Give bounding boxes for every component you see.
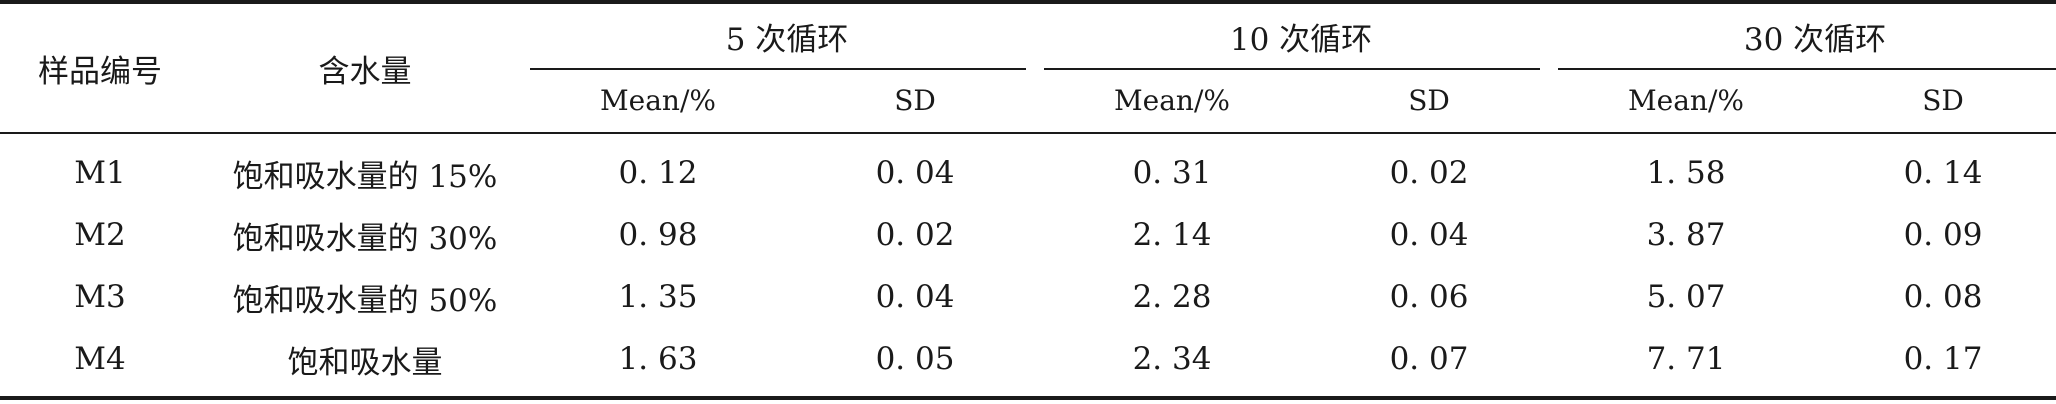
table-row: M3 饱和吸水量的 50% 1. 35 0. 04 2. 28 0. 06 5.…: [0, 266, 2056, 328]
cell-sample: M1: [74, 155, 126, 191]
cell-mean-10: 0. 31: [1132, 155, 1212, 191]
group-rule-5: [530, 68, 1026, 70]
cell-sd-30: 0. 08: [1903, 279, 1983, 315]
cell-mean-5: 0. 98: [618, 217, 698, 253]
header-sample-id: 样品编号: [0, 2, 200, 134]
cell-sd-10: 0. 02: [1389, 155, 1469, 191]
group-rule-10: [1044, 68, 1540, 70]
cell-mean-10: 2. 14: [1132, 217, 1212, 253]
cell-mean-5: 1. 63: [618, 341, 698, 377]
cell-mean-30: 1. 58: [1646, 155, 1726, 191]
header-mean-30: Mean/%: [1558, 68, 1815, 134]
cell-sd-5: 0. 05: [875, 341, 955, 377]
cell-sd-30: 0. 09: [1903, 217, 1983, 253]
cell-sd-5: 0. 02: [875, 217, 955, 253]
cell-mean-30: 7. 71: [1646, 341, 1726, 377]
cell-sd-30: 0. 14: [1903, 155, 1983, 191]
header-mean-10: Mean/%: [1044, 68, 1301, 134]
cell-water: 饱和吸水量的 15%: [232, 158, 498, 195]
cell-mean-30: 5. 07: [1646, 279, 1726, 315]
cell-mean-10: 2. 34: [1132, 341, 1212, 377]
cell-sample: M3: [74, 279, 126, 315]
cell-water: 饱和吸水量的 30%: [232, 220, 498, 257]
table-row: M2 饱和吸水量的 30% 0. 98 0. 02 2. 14 0. 04 3.…: [0, 204, 2056, 266]
table-row: M4 饱和吸水量 1. 63 0. 05 2. 34 0. 07 7. 71 0…: [0, 328, 2056, 398]
header-sd-10: SD: [1300, 68, 1559, 134]
header-group-5-cycles: 5 次循环: [725, 21, 849, 58]
cell-mean-5: 1. 35: [618, 279, 698, 315]
cell-sd-5: 0. 04: [875, 155, 955, 191]
header-sd-30: SD: [1814, 68, 2056, 134]
header-group-10-cycles: 10 次循环: [1229, 21, 1373, 58]
cell-sd-5: 0. 04: [875, 279, 955, 315]
cell-sd-10: 0. 07: [1389, 341, 1469, 377]
cell-sample: M4: [74, 341, 126, 377]
cell-water: 饱和吸水量的 50%: [232, 282, 498, 319]
cell-mean-30: 3. 87: [1646, 217, 1726, 253]
header-group-30-cycles: 30 次循环: [1743, 21, 1887, 58]
header-sd-5: SD: [786, 68, 1045, 134]
cell-sd-10: 0. 06: [1389, 279, 1469, 315]
cell-sd-30: 0. 17: [1903, 341, 1983, 377]
header-mean-5: Mean/%: [530, 68, 786, 134]
cell-mean-10: 2. 28: [1132, 279, 1212, 315]
cell-mean-5: 0. 12: [618, 155, 698, 191]
header-water-content: 含水量: [200, 2, 530, 134]
group-rule-30: [1558, 68, 2056, 70]
table-row: M1 饱和吸水量的 15% 0. 12 0. 04 0. 31 0. 02 1.…: [0, 133, 2056, 204]
cell-sd-10: 0. 04: [1389, 217, 1469, 253]
cell-water: 饱和吸水量: [287, 344, 443, 381]
cell-sample: M2: [74, 217, 126, 253]
